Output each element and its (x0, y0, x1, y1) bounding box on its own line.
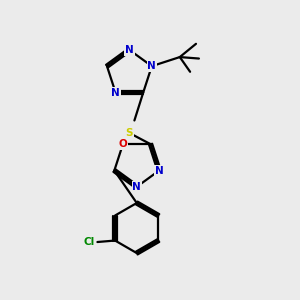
Text: Cl: Cl (83, 237, 95, 247)
Text: N: N (125, 45, 134, 55)
Text: N: N (111, 88, 120, 98)
Text: N: N (147, 61, 156, 71)
Text: N: N (132, 182, 141, 192)
Text: N: N (155, 166, 164, 176)
Text: S: S (125, 128, 133, 138)
Text: O: O (118, 139, 127, 149)
